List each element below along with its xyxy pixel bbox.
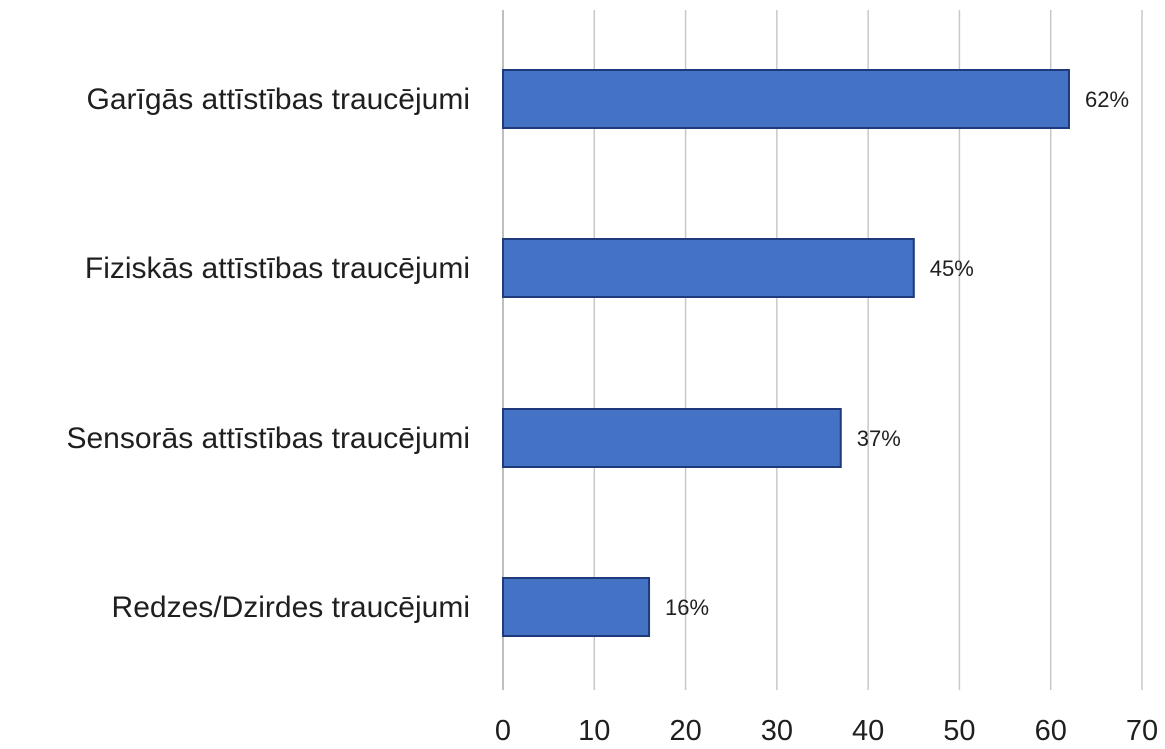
category-label: Redzes/Dzirdes traucējumi <box>112 591 470 624</box>
x-tick-label: 0 <box>495 715 511 747</box>
category-labels: Garīgās attīstības traucējumi Fiziskās at… <box>66 83 470 624</box>
data-label: 16% <box>665 595 709 620</box>
category-label: Garīgās attīstības traucējumi <box>87 83 471 116</box>
x-tick-label: 50 <box>943 715 975 747</box>
x-tick-label: 20 <box>669 715 701 747</box>
bar <box>502 69 1070 129</box>
category-label: Sensorās attīstības traucējumi <box>66 422 470 455</box>
category-label: Fiziskās attīstības traucējumi <box>85 252 470 285</box>
x-tick-label: 60 <box>1035 715 1067 747</box>
data-labels: 62% 45% 37% 16% <box>665 87 1129 620</box>
bars <box>502 69 1070 637</box>
x-tick-labels: 0 10 20 30 40 50 60 70 <box>495 715 1158 747</box>
x-tick-label: 30 <box>761 715 793 747</box>
x-tick-label: 70 <box>1126 715 1158 747</box>
data-label: 45% <box>930 256 974 281</box>
bar <box>502 238 915 298</box>
bar <box>502 577 651 637</box>
x-tick-label: 40 <box>852 715 884 747</box>
x-tick-label: 10 <box>578 715 610 747</box>
data-label: 62% <box>1085 87 1129 112</box>
bar <box>502 408 842 468</box>
data-label: 37% <box>857 426 901 451</box>
